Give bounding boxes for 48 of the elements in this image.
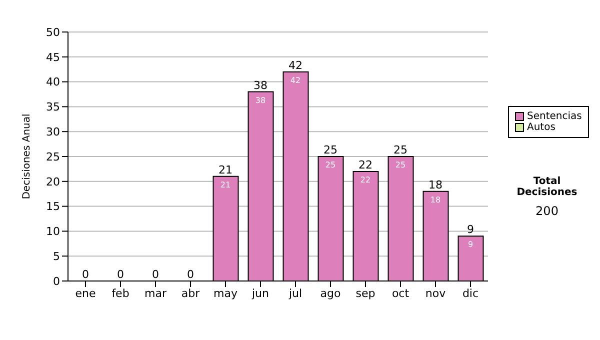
x-tick-label: mar — [144, 286, 167, 300]
data-label: 22 — [360, 175, 371, 184]
total-label: 0 — [152, 268, 159, 281]
x-tick-label: jun — [251, 286, 270, 300]
x-tick-label: abr — [181, 286, 200, 300]
y-tick-label: 5 — [53, 250, 60, 264]
legend-label: Sentencias — [527, 111, 582, 122]
total-label: 25 — [324, 144, 338, 156]
data-label: 18 — [430, 195, 441, 204]
total-label: 25 — [394, 144, 408, 156]
data-label: 38 — [255, 96, 266, 105]
data-label: 42 — [290, 76, 301, 85]
y-tick-label: 35 — [46, 100, 60, 114]
total-label: 38 — [254, 78, 268, 92]
y-tick-label: 20 — [46, 175, 60, 188]
y-tick-label: 45 — [46, 50, 60, 64]
x-tick-label: jul — [288, 286, 302, 300]
x-tick-label: nov — [425, 286, 446, 300]
total-label: 9 — [467, 223, 474, 236]
y-tick-label: 15 — [46, 200, 60, 214]
y-tick-label: 0 — [53, 274, 60, 288]
y-tick-label: 50 — [46, 26, 60, 39]
x-tick-label: may — [214, 286, 238, 300]
data-label: 25 — [395, 160, 406, 170]
x-tick-label: dic — [462, 286, 479, 300]
legend-label: Autos — [527, 122, 556, 133]
total-label: 42 — [288, 58, 302, 72]
total-label: 0 — [187, 268, 194, 281]
total-label: 0 — [117, 268, 124, 281]
data-label: 21 — [220, 180, 231, 190]
y-tick-label: 30 — [46, 126, 60, 139]
total-label: 21 — [218, 163, 232, 176]
data-label: 25 — [325, 160, 336, 170]
x-tick-label: oct — [392, 286, 410, 300]
x-tick-label: sep — [356, 286, 376, 300]
y-axis-title: Decisiones Anual — [22, 114, 33, 200]
y-tick-label: 40 — [46, 76, 60, 89]
x-tick-label: ago — [320, 286, 341, 300]
total-label: 22 — [358, 158, 372, 172]
data-label: 9 — [468, 240, 474, 250]
total-label: 0 — [82, 268, 89, 281]
text: Total Decisiones — [516, 176, 578, 198]
y-tick-label: 10 — [46, 225, 60, 238]
y-tick-label: 25 — [46, 150, 60, 164]
text: 200 — [534, 204, 560, 218]
total-label: 18 — [428, 178, 442, 192]
x-tick-label: feb — [112, 286, 130, 300]
x-tick-label: ene — [75, 286, 96, 300]
